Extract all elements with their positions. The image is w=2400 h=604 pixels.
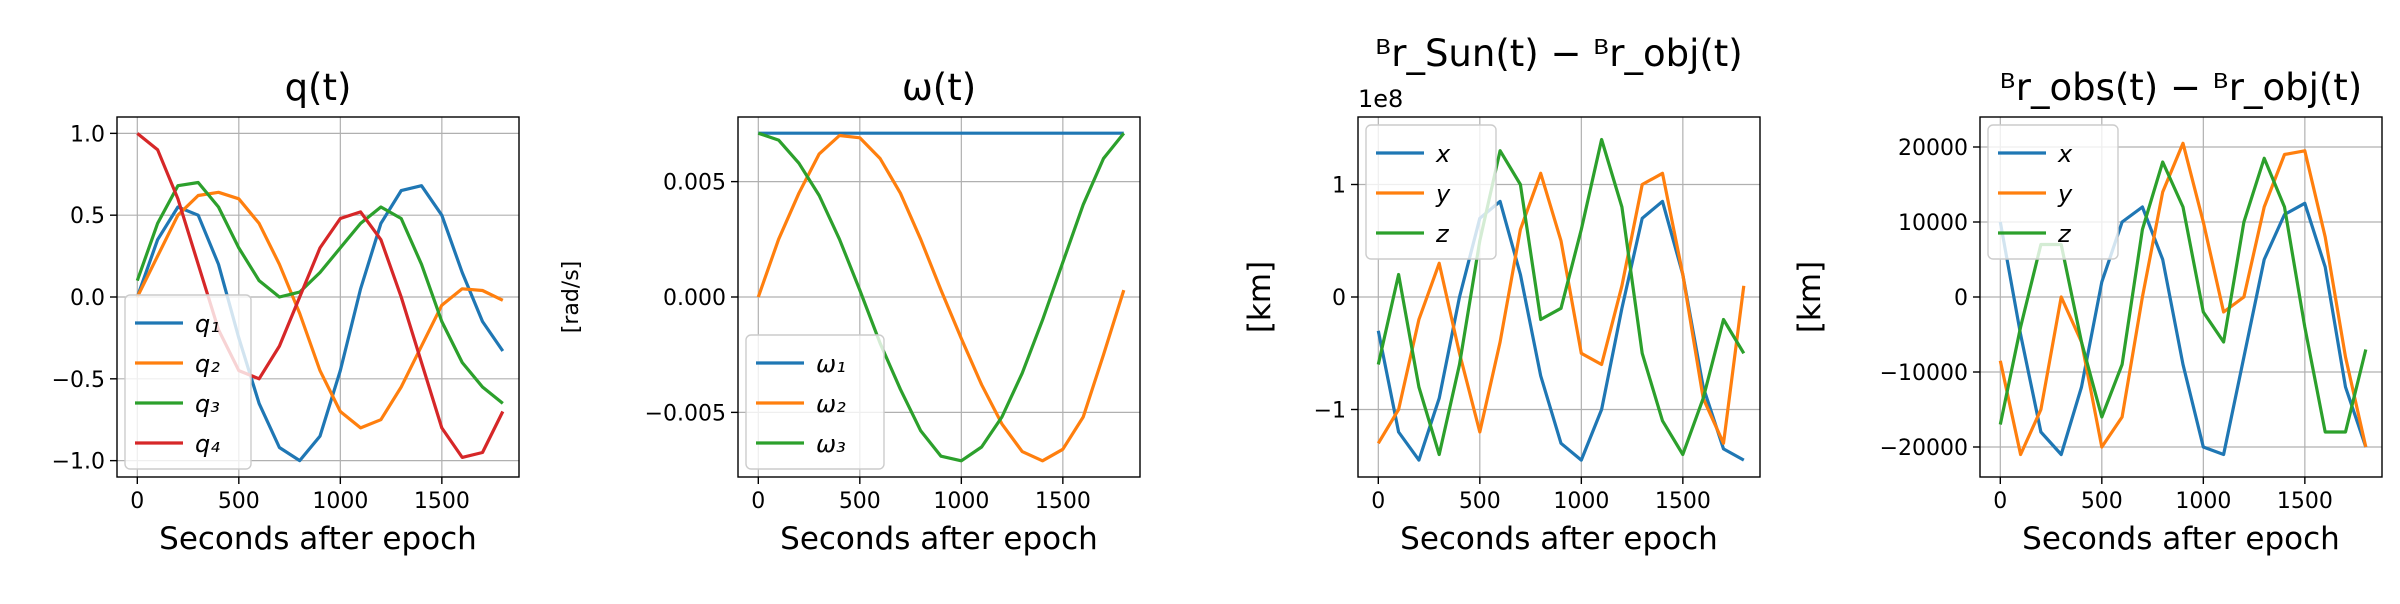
y-tick-label: 0.000 bbox=[663, 286, 726, 311]
x-tick-label: 500 bbox=[218, 489, 260, 514]
legend-label-1: x bbox=[1435, 140, 1451, 168]
x-tick-label: 500 bbox=[1459, 489, 1501, 514]
chart-sun-vector: 0 500 1000 1500 1 0 −1 Seconds after epoch [km] 1… bbox=[1242, 32, 1761, 557]
y-axis-label: [km] bbox=[1242, 261, 1278, 333]
y-tick-label: −0.5 bbox=[52, 368, 105, 393]
series-line-2 bbox=[1376, 171, 1746, 445]
series-line-1 bbox=[135, 184, 505, 463]
x-axis-label: Seconds after epoch bbox=[2022, 521, 2340, 557]
x-tick-label: 0 bbox=[130, 489, 144, 514]
chart-title: q(t) bbox=[285, 66, 352, 109]
chart-omega: 0 500 1000 1500 0.005 0.000 −0.005 Seconds afte… bbox=[559, 66, 1141, 557]
y-tick-label: 10000 bbox=[1898, 211, 1968, 236]
chart-title: ᴮr_Sun(t) − ᴮr_obj(t) bbox=[1375, 32, 1742, 75]
chart-title: ᴮr_obs(t) − ᴮr_obj(t) bbox=[2000, 66, 2362, 109]
legend-label-2: q₂ bbox=[195, 350, 220, 378]
x-tick-label: 0 bbox=[1371, 489, 1385, 514]
legend-label-3: ω₃ bbox=[816, 430, 846, 458]
legend-box bbox=[1365, 124, 1497, 260]
y-tick-label: 0 bbox=[1954, 286, 1968, 311]
x-tick-label: 1000 bbox=[1553, 489, 1609, 514]
y-tick-label: 0.5 bbox=[70, 204, 105, 229]
chart-title: ω(t) bbox=[902, 66, 976, 109]
y-tick-label: −20000 bbox=[1880, 436, 1968, 461]
x-tick-label: 1500 bbox=[1035, 489, 1091, 514]
legend-box bbox=[745, 334, 885, 470]
x-tick-label: 1500 bbox=[414, 489, 470, 514]
series-line-3 bbox=[1376, 137, 1746, 457]
y-tick-label: −10000 bbox=[1880, 361, 1968, 386]
x-tick-label: 1000 bbox=[933, 489, 989, 514]
series-line-2 bbox=[135, 190, 504, 430]
legend-box bbox=[124, 294, 252, 470]
y-tick-label: 20000 bbox=[1898, 136, 1968, 161]
y-tick-label: 1 bbox=[1332, 174, 1346, 199]
legend-label-1: ω₁ bbox=[816, 350, 846, 378]
x-axis-label: Seconds after epoch bbox=[159, 521, 477, 557]
y-tick-label: 1.0 bbox=[70, 122, 105, 147]
chart-q: 0 500 1000 1500 1.0 0.5 0.0 −0.5 −1.0 Seconds aft… bbox=[52, 66, 520, 557]
series-line-3 bbox=[135, 180, 504, 405]
y-axis-label: [rad/s] bbox=[559, 261, 584, 334]
x-tick-label: 1000 bbox=[2175, 489, 2231, 514]
y-tick-label: 0 bbox=[1332, 286, 1346, 311]
series-line-4 bbox=[136, 132, 505, 459]
legend-label-4: q₄ bbox=[195, 430, 220, 458]
x-tick-label: 0 bbox=[751, 489, 765, 514]
x-tick-label: 1000 bbox=[312, 489, 368, 514]
y-tick-label: −1.0 bbox=[52, 450, 105, 475]
legend-label-3: z bbox=[1435, 220, 1450, 248]
series-line-2 bbox=[756, 133, 1126, 463]
legend-label-3: q₃ bbox=[195, 390, 220, 418]
legend-label-2: ω₂ bbox=[816, 390, 846, 418]
chart-observer-vector: 0 500 1000 1500 20000 10000 0 −10000 −20000 Secon… bbox=[1792, 66, 2383, 557]
x-tick-label: 500 bbox=[839, 489, 881, 514]
series-line-1 bbox=[1998, 201, 2368, 457]
legend-label-1: x bbox=[2057, 140, 2073, 168]
x-tick-label: 1500 bbox=[2277, 489, 2333, 514]
y-tick-label: 0.005 bbox=[663, 171, 726, 196]
y-tick-label: −1 bbox=[1314, 399, 1346, 424]
legend-label-1: q₁ bbox=[195, 310, 220, 338]
legend-label-2: y bbox=[2057, 180, 2073, 208]
x-tick-label: 0 bbox=[1993, 489, 2007, 514]
x-axis-label: Seconds after epoch bbox=[1400, 521, 1718, 557]
y-tick-label: −0.005 bbox=[645, 401, 726, 426]
x-axis-label: Seconds after epoch bbox=[780, 521, 1098, 557]
legend-label-3: z bbox=[2057, 220, 2072, 248]
series-line-3 bbox=[757, 131, 1126, 463]
legend-box bbox=[1987, 124, 2119, 260]
y-tick-label: 0.0 bbox=[70, 286, 105, 311]
y-axis-label: [km] bbox=[1792, 261, 1828, 333]
offset-text: 1e8 bbox=[1358, 85, 1403, 113]
x-tick-label: 1500 bbox=[1655, 489, 1711, 514]
x-tick-label: 500 bbox=[2081, 489, 2123, 514]
series-line-2 bbox=[1998, 141, 2368, 457]
legend-label-2: y bbox=[1435, 180, 1451, 208]
